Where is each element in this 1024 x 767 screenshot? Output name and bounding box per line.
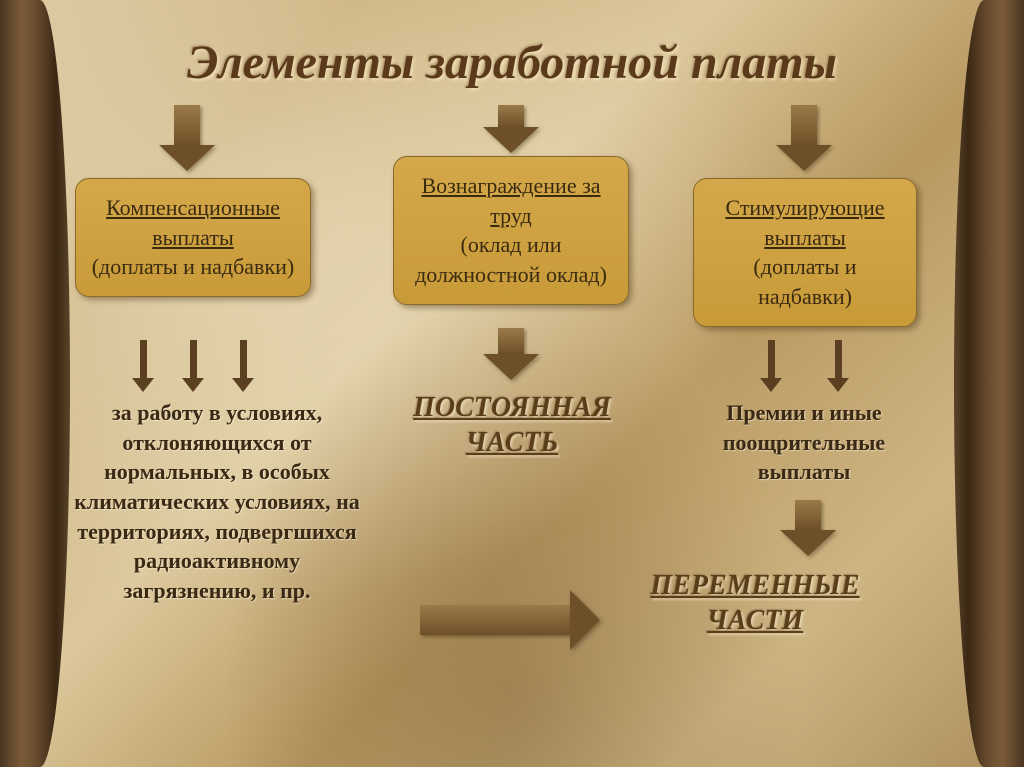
box-compensation: Компенсационные выплаты (доплаты и надба… bbox=[75, 178, 311, 297]
desc-compensation: за работу в условиях, отклоняющихся от н… bbox=[72, 398, 362, 606]
box-compensation-heading: Компенсационные выплаты bbox=[106, 195, 280, 250]
arrow-right-detail-2 bbox=[827, 340, 849, 392]
scroll-edge-left bbox=[0, 0, 70, 767]
box-remuneration-heading: Вознаграждение за труд bbox=[421, 173, 600, 228]
desc-incentive: Премии и иные поощрительные выплаты bbox=[685, 398, 923, 487]
arrow-right-detail-1 bbox=[760, 340, 782, 392]
arrow-left-to-variable bbox=[420, 590, 600, 650]
arrow-left-detail-3 bbox=[232, 340, 254, 392]
arrow-right-to-variable bbox=[780, 500, 836, 556]
arrow-center-to-constant bbox=[483, 328, 539, 380]
arrow-title-to-center bbox=[483, 105, 539, 153]
scroll-edge-right bbox=[954, 0, 1024, 767]
arrow-left-detail-1 bbox=[132, 340, 154, 392]
box-incentive-heading: Стимулирующие выплаты bbox=[725, 195, 884, 250]
box-remuneration-sub: (оклад или должностной оклад) bbox=[415, 232, 607, 287]
box-incentive: Стимулирующие выплаты (доплаты и надбавк… bbox=[693, 178, 917, 327]
box-incentive-sub: (доплаты и надбавки) bbox=[753, 254, 856, 309]
label-constant: ПОСТОЯННАЯ ЧАСТЬ bbox=[405, 390, 619, 460]
arrow-left-detail-2 bbox=[182, 340, 204, 392]
page-title: Элементы заработной платы bbox=[0, 35, 1024, 90]
label-variable: ПЕРЕМЕННЫЕ ЧАСТИ bbox=[640, 568, 870, 638]
arrow-title-to-right bbox=[776, 105, 832, 171]
arrow-title-to-left bbox=[159, 105, 215, 171]
box-remuneration: Вознаграждение за труд (оклад или должно… bbox=[393, 156, 629, 305]
box-compensation-sub: (доплаты и надбавки) bbox=[92, 254, 295, 279]
